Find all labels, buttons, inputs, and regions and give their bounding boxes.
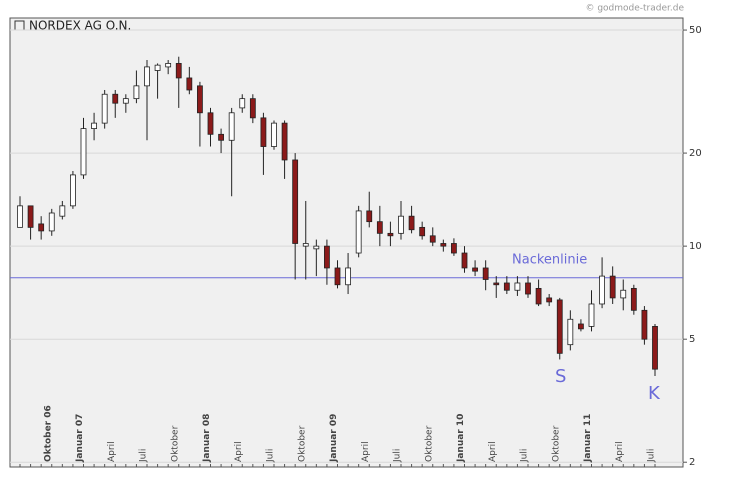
candle-body <box>80 128 87 176</box>
candle-body <box>652 326 658 370</box>
candle-body <box>101 93 108 124</box>
candle-body <box>514 282 521 291</box>
candle-body <box>546 297 553 303</box>
candle-body <box>260 117 267 147</box>
candle-body <box>249 98 256 119</box>
candle-body <box>292 159 299 244</box>
candle-body <box>472 267 478 272</box>
candle-body <box>556 299 563 354</box>
candle-body <box>271 122 277 147</box>
candle-body <box>355 210 362 254</box>
candle-body <box>408 215 415 231</box>
candle-body <box>27 205 34 228</box>
candle-body <box>91 122 97 130</box>
candle-body <box>324 245 330 269</box>
x-tick-label: Juli <box>266 449 276 463</box>
x-tick-label: April <box>234 441 244 462</box>
candle-body <box>641 309 648 340</box>
chart-title: NORDEX AG O.N. <box>29 19 131 33</box>
candle-body <box>419 226 426 237</box>
x-tick-label: Januar 07 <box>75 414 85 463</box>
candle-body <box>440 243 447 247</box>
annotation: S <box>555 366 566 387</box>
x-tick-label: Januar 11 <box>583 414 593 463</box>
candle-body <box>144 66 150 87</box>
candle-body <box>398 215 404 234</box>
candle-body <box>451 243 457 254</box>
candle-body <box>302 243 309 247</box>
candle-body <box>599 275 605 305</box>
x-tick-label: Juli <box>139 449 149 463</box>
candle-body <box>345 267 351 286</box>
x-tick-label: April <box>488 441 498 462</box>
candle-body <box>376 221 383 234</box>
candle-body <box>165 63 172 68</box>
y-tick-label: 2 <box>689 457 695 468</box>
candle-body <box>535 287 542 305</box>
x-tick-label: Juli <box>393 449 403 463</box>
x-tick-label: Januar 08 <box>202 414 212 463</box>
candle-body <box>17 205 23 228</box>
candle-body <box>218 133 224 141</box>
candle-body <box>207 112 214 135</box>
y-tick-label: 50 <box>689 25 702 36</box>
candle-body <box>609 275 616 299</box>
candle-body <box>588 303 595 327</box>
x-tick-label: Juli <box>647 449 657 463</box>
candle-body <box>122 98 129 104</box>
candle-body <box>313 245 320 250</box>
candle-body <box>567 318 574 346</box>
candle-body <box>70 174 76 207</box>
candle-body <box>620 289 627 299</box>
y-tick-label: 10 <box>689 241 702 252</box>
candle-body <box>366 210 373 223</box>
x-tick-label: Juli <box>520 449 530 463</box>
candle-body <box>334 267 341 286</box>
candle-body <box>461 252 468 269</box>
candle-body <box>281 122 288 161</box>
candle-body <box>154 64 161 71</box>
source: © godmode-trader.de <box>585 4 684 14</box>
x-tick-label: April <box>615 441 625 462</box>
candle-body <box>38 223 45 232</box>
candle-body <box>525 282 531 295</box>
candle-body <box>48 212 55 232</box>
x-tick-label: Oktober <box>424 425 434 462</box>
candle-body <box>387 232 394 237</box>
candle-body <box>228 112 235 141</box>
plot-area <box>9 17 684 468</box>
x-tick-label: Oktober <box>297 425 307 462</box>
candle-body <box>239 98 246 109</box>
y-tick-label: 20 <box>689 148 702 159</box>
candle-body <box>630 287 637 311</box>
candle-body <box>482 267 489 280</box>
candle-body <box>112 93 119 104</box>
x-tick-label: Oktober <box>551 425 561 462</box>
y-tick-label: 5 <box>689 334 695 345</box>
x-tick-label: Oktober 06 <box>43 405 53 462</box>
x-tick-label: Januar 09 <box>329 414 339 463</box>
x-tick-label: Oktober <box>170 425 180 462</box>
annotation: K <box>648 383 661 404</box>
candle-body <box>197 85 203 114</box>
candle-body <box>133 85 140 100</box>
candle-body <box>578 323 584 330</box>
x-tick-label: Januar 10 <box>456 414 466 463</box>
candle-body <box>59 205 66 217</box>
x-tick-label: April <box>107 441 117 462</box>
candle-body <box>493 282 500 286</box>
x-tick-label: April <box>361 441 371 462</box>
candle-body <box>186 77 193 91</box>
candle-body <box>175 63 182 79</box>
neckline-label: Nackenlinie <box>512 252 587 267</box>
candle-body <box>503 282 510 291</box>
candle-body <box>429 235 436 243</box>
